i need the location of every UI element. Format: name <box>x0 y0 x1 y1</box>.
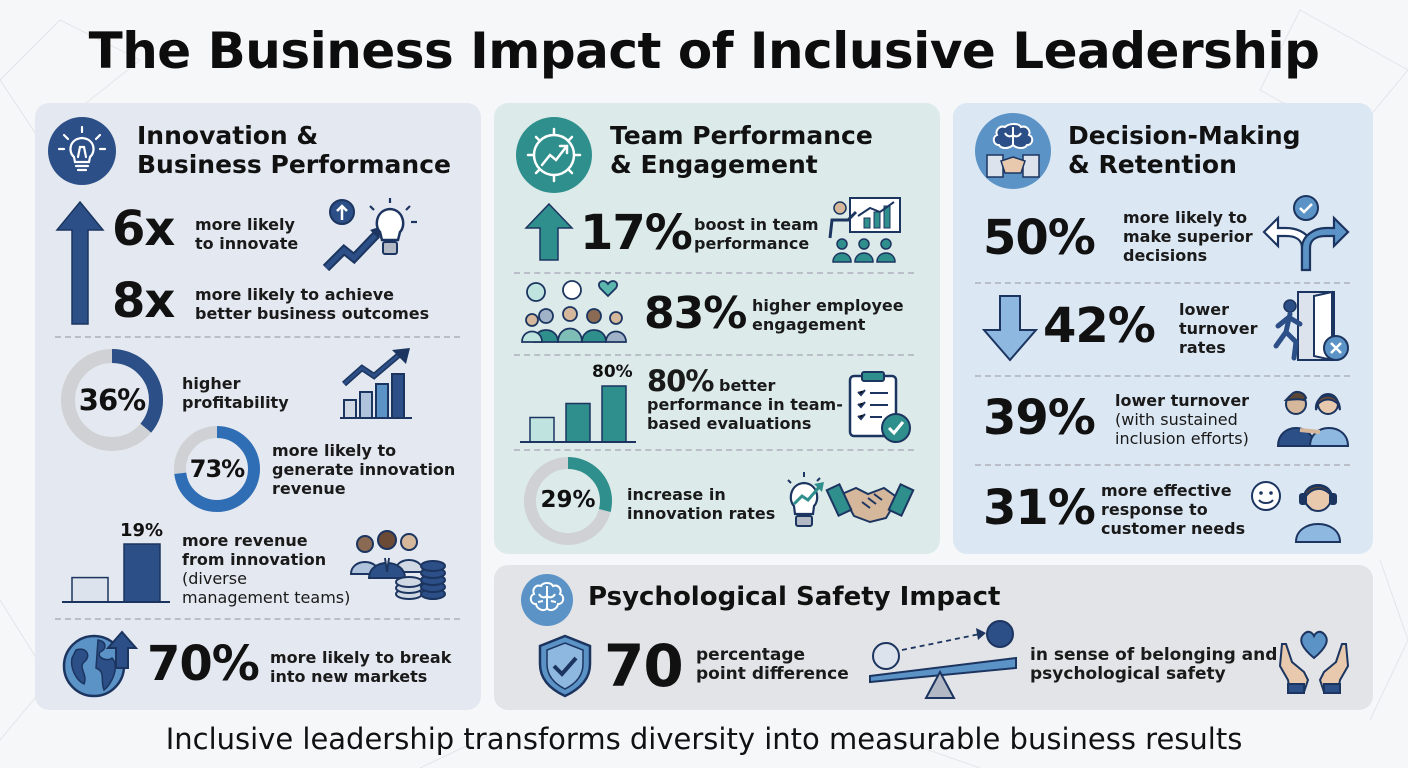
decisions-label: more likely to make superior decisions <box>1123 208 1253 265</box>
team-title: Team Performance & Engagement <box>610 121 873 179</box>
new-markets-value: 70% <box>147 636 260 692</box>
profitability-value: 36% <box>78 383 146 417</box>
brain-handshake-icon <box>975 113 1051 189</box>
evaluation-bar-label: 80% <box>592 362 633 382</box>
sustained-value: 39% <box>983 390 1096 446</box>
divider <box>55 336 460 338</box>
down-arrow-icon <box>981 295 1039 362</box>
lightbulb-growth-icon <box>322 198 417 272</box>
innovation-revenue-label: more likely to generate innovation revenue <box>272 441 456 498</box>
up-arrow-icon <box>55 200 105 325</box>
presentation-icon <box>828 197 901 263</box>
globe-up-icon <box>62 630 139 698</box>
main-title: The Business Impact of Inclusive Leaders… <box>88 22 1320 80</box>
decision-arrows-icon <box>1262 195 1350 272</box>
engaged-team-icon <box>521 280 627 343</box>
customer-value: 31% <box>983 480 1096 536</box>
stat-8x-value: 8x <box>112 273 175 329</box>
innovation-rates-donut <box>524 457 612 545</box>
lightbulb-icon <box>48 117 116 185</box>
turnover-label: lower turnover rates <box>1179 300 1258 357</box>
innovation-title: Innovation & Business Performance <box>137 121 452 179</box>
divider <box>514 272 914 274</box>
evaluation-bars <box>520 385 636 443</box>
safety-title: Psychological Safety Impact <box>588 582 1001 612</box>
hands-heart-icon <box>1278 630 1350 694</box>
innovation-rates-value: 29% <box>540 487 596 513</box>
footer-tagline: Inclusive leadership transforms diversit… <box>165 722 1243 756</box>
diverse-revenue-bar-label: 19% <box>120 520 164 541</box>
exit-door-icon <box>1273 290 1349 362</box>
divider <box>975 464 1350 466</box>
shield-check-icon <box>538 634 592 698</box>
divider <box>975 282 1350 284</box>
clipboard-check-icon <box>848 371 911 443</box>
profitability-donut <box>61 349 163 451</box>
belonging-label: in sense of belonging and psychological s… <box>1030 645 1278 684</box>
diverse-revenue-bars <box>62 543 170 603</box>
innovation-revenue-donut <box>174 426 260 512</box>
divider <box>975 375 1350 377</box>
bulb-handshake-icon <box>787 472 915 527</box>
engagement-value: 83% <box>644 288 747 339</box>
team-boost-label: boost in team performance <box>694 215 819 253</box>
turnover-value: 42% <box>1043 298 1156 354</box>
evaluation-label: 80% better performance in team-based eva… <box>647 364 843 434</box>
sustained-label: lower turnover (with sustained inclusion e… <box>1115 391 1250 448</box>
profitability-label: higher profitability <box>182 374 289 412</box>
gear-growth-icon <box>516 117 592 193</box>
innovation-rates-label: increase in innovation rates <box>627 485 776 523</box>
bar-growth-icon <box>340 348 412 419</box>
colleagues-icon <box>1276 390 1350 447</box>
divider <box>55 618 460 620</box>
decision-title: Decision-Making & Retention <box>1068 121 1301 179</box>
new-markets-label: more likely to break into new markets <box>270 648 452 686</box>
stat-8x-label: more likely to achieve better business ou… <box>195 285 430 323</box>
customer-label: more effective response to customer needs <box>1101 481 1246 538</box>
diverse-team-coins-icon <box>349 530 446 600</box>
balance-seesaw-icon <box>869 620 1017 699</box>
safety-label: percentage point difference <box>696 645 849 684</box>
divider <box>514 449 914 451</box>
innovation-revenue-value: 73% <box>189 455 245 483</box>
brain-icon <box>521 574 573 626</box>
engagement-label: higher employee engagement <box>752 296 904 334</box>
innovation-panel <box>35 103 481 710</box>
divider <box>514 354 914 356</box>
customer-support-icon <box>1251 481 1342 543</box>
safety-value: 70 <box>604 632 684 700</box>
stat-6x-value: 6x <box>112 201 175 257</box>
team-boost-value: 17% <box>580 205 693 261</box>
stat-6x-label: more likely to innovate <box>195 215 299 253</box>
up-arrow-icon <box>524 202 574 261</box>
evaluation-value: 80% <box>647 364 714 398</box>
decisions-value: 50% <box>983 210 1096 266</box>
diverse-revenue-label: more revenue from innovation (diverse mana… <box>182 531 351 607</box>
